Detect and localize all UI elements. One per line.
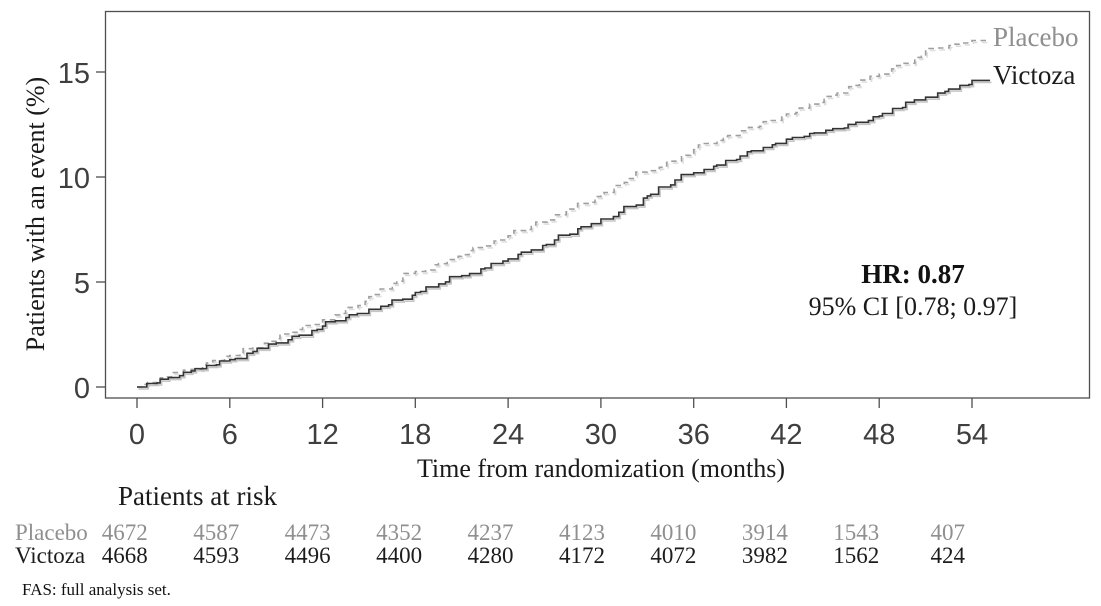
victoza-curve-shadow bbox=[138, 81, 992, 390]
risk-count-placebo: 4352 bbox=[376, 520, 422, 545]
risk-count-placebo: 1543 bbox=[833, 520, 879, 545]
x-tick-label: 54 bbox=[956, 419, 988, 451]
risk-count-victoza: 3982 bbox=[742, 543, 788, 568]
placebo-curve-shadow bbox=[138, 41, 992, 390]
risk-count-victoza: 4593 bbox=[193, 543, 239, 568]
risk-count-victoza: 424 bbox=[931, 543, 966, 568]
x-tick-label: 48 bbox=[863, 419, 895, 451]
risk-count-placebo: 4672 bbox=[102, 520, 148, 545]
y-axis-ticks: 0 5 10 15 bbox=[58, 58, 105, 405]
risk-table-header: Patients at risk bbox=[118, 481, 277, 511]
y-tick-label: 5 bbox=[74, 268, 90, 300]
x-tick-label: 18 bbox=[399, 419, 431, 451]
x-axis-title: Time from randomization (months) bbox=[417, 454, 785, 483]
risk-count-placebo: 4587 bbox=[193, 520, 239, 545]
risk-count-victoza: 4400 bbox=[376, 543, 422, 568]
x-tick-label: 6 bbox=[222, 419, 238, 451]
x-tick-label: 42 bbox=[770, 419, 802, 451]
risk-count-victoza: 1562 bbox=[833, 543, 879, 568]
y-tick-label: 0 bbox=[74, 373, 90, 405]
survival-curves bbox=[137, 39, 992, 390]
x-tick-label: 36 bbox=[678, 419, 710, 451]
y-tick-label: 15 bbox=[58, 58, 90, 90]
risk-count-victoza: 4668 bbox=[102, 543, 148, 568]
hazard-ratio-text: HR: 0.87 bbox=[861, 259, 965, 289]
x-tick-label: 30 bbox=[585, 419, 617, 451]
legend-label-placebo: Placebo bbox=[993, 22, 1078, 52]
victoza-curve bbox=[137, 79, 990, 388]
risk-count-victoza: 4072 bbox=[650, 543, 696, 568]
risk-count-victoza: 4280 bbox=[468, 543, 514, 568]
risk-count-placebo: 4237 bbox=[468, 520, 514, 545]
risk-count-placebo: 407 bbox=[931, 520, 966, 545]
risk-count-placebo: 4010 bbox=[650, 520, 696, 545]
x-tick-label: 12 bbox=[306, 419, 338, 451]
risk-count-victoza: 4496 bbox=[285, 543, 331, 568]
x-tick-label: 0 bbox=[129, 419, 145, 451]
placebo-curve bbox=[137, 39, 990, 388]
risk-table-counts: 4672 4587 4473 4352 4237 4123 4010 3914 1543 4074… bbox=[102, 520, 966, 568]
confidence-interval-text: 95% CI [0.78; 0.97] bbox=[809, 292, 1018, 321]
risk-count-victoza: 4172 bbox=[559, 543, 605, 568]
risk-count-placebo: 4473 bbox=[285, 520, 331, 545]
x-tick-label: 24 bbox=[492, 419, 524, 451]
legend-label-victoza: Victoza bbox=[993, 60, 1075, 90]
risk-row-label-victoza: Victoza bbox=[15, 543, 85, 568]
risk-row-label-placebo: Placebo bbox=[15, 520, 88, 545]
plot-border bbox=[104, 10, 1091, 399]
footnote: FAS: full analysis set. bbox=[22, 580, 171, 599]
y-tick-label: 10 bbox=[58, 163, 90, 195]
y-axis-title: Patients with an event (%) bbox=[21, 77, 50, 351]
x-axis-ticks: 0 6 12 18 24 30 36 42 48 54 bbox=[129, 398, 988, 451]
risk-count-placebo: 3914 bbox=[742, 520, 789, 545]
risk-count-placebo: 4123 bbox=[559, 520, 605, 545]
